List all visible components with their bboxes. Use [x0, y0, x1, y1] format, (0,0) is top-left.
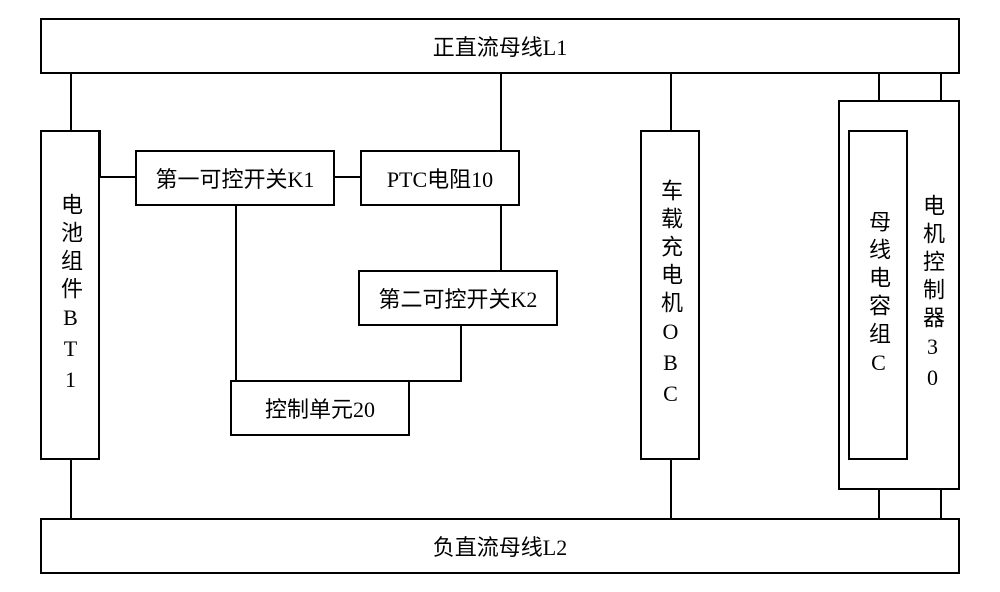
connector-11 [670, 74, 672, 130]
ptc-resistor: PTC电阻10 [360, 150, 520, 206]
control-unit: 控制单元20 [230, 380, 410, 436]
connector-10 [410, 380, 462, 382]
bus-capacitor: 母线电容组C [848, 130, 908, 460]
connector-4 [99, 176, 135, 178]
connector-16 [940, 490, 942, 518]
bus-negative: 负直流母线L2 [40, 518, 960, 574]
connector-7 [500, 206, 502, 270]
connector-12 [670, 460, 672, 518]
connector-0 [70, 74, 72, 130]
connector-6 [500, 74, 502, 150]
switch-k1: 第一可控开关K1 [135, 150, 335, 206]
diagram-canvas: 正直流母线L1 负直流母线L2 电池组件BT1 第一可控开关K1 PTC电阻10 第二可控… [0, 0, 1000, 592]
connector-9 [460, 326, 462, 380]
connector-1 [70, 460, 72, 518]
motor-controller-label: 电机控制器30 [912, 120, 952, 470]
connector-5 [335, 176, 360, 178]
battery-bt1: 电池组件BT1 [40, 130, 100, 460]
onboard-charger: 车载充电机OBC [640, 130, 700, 460]
connector-8 [235, 206, 237, 380]
connector-15 [940, 74, 942, 102]
switch-k2: 第二可控开关K2 [358, 270, 558, 326]
bus-positive: 正直流母线L1 [40, 18, 960, 74]
